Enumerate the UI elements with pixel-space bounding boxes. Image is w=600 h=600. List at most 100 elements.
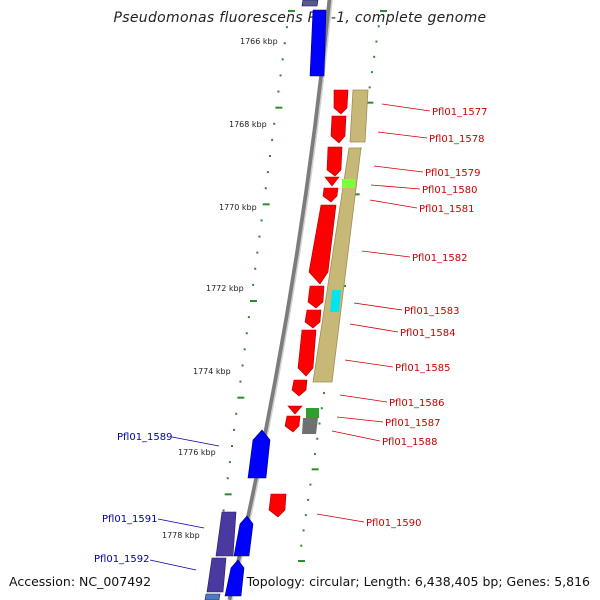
gene-arrow[interactable] (206, 557, 227, 593)
ruler-tick (316, 437, 319, 440)
ruler-tick (260, 219, 263, 222)
ruler-tick (302, 529, 305, 532)
ruler-tick (375, 40, 378, 43)
gene-arrow[interactable] (204, 593, 221, 600)
gene-label[interactable]: Pfl01_1581 (419, 204, 475, 215)
gene-arrow[interactable] (333, 89, 349, 115)
ruler-tick (298, 560, 305, 562)
gene-label[interactable]: Pfl01_1588 (382, 437, 438, 448)
gene-arrow[interactable] (224, 559, 245, 597)
ruler-tick (377, 25, 380, 28)
right-leaders (316, 103, 431, 523)
ruler-tick (258, 235, 261, 238)
gene-label[interactable]: Pfl01_1579 (425, 168, 481, 179)
gene-label[interactable]: Pfl01_1584 (400, 328, 456, 339)
ruler-tick (226, 477, 229, 480)
gene-arrow[interactable] (322, 187, 339, 203)
ruler-tick (245, 332, 248, 335)
ruler-tick (228, 461, 231, 464)
gene-label[interactable]: Pfl01_1587 (385, 418, 441, 429)
gene-arrow[interactable] (326, 146, 343, 177)
ruler-tick (285, 26, 288, 29)
ruler-tick (250, 300, 257, 302)
ruler-tick (307, 498, 310, 501)
ruler-tick (370, 71, 373, 74)
ruler-tick (262, 203, 270, 206)
scale-label: 1768 kbp (229, 120, 267, 129)
feature-cyan (330, 290, 341, 312)
ruler-tick (233, 428, 236, 431)
ruler-tick (277, 90, 280, 93)
ruler-tick (283, 42, 286, 45)
ruler-tick (309, 483, 312, 486)
gene-label[interactable]: Pfl01_1582 (412, 253, 468, 264)
gene-arrow[interactable] (304, 309, 322, 329)
ruler-tick (247, 316, 250, 319)
gene-label[interactable]: Pfl01_1589 (117, 432, 173, 443)
ruler-tick (281, 58, 284, 61)
right-gene-labels: Pfl01_1577 Pfl01_1578 Pfl01_1579 Pfl01_1… (366, 107, 488, 529)
feature-grey (302, 418, 318, 434)
ruler-tick (318, 422, 321, 425)
reverse-genes (204, 0, 327, 600)
ruler-tick (264, 187, 267, 190)
ruler-tick (222, 509, 225, 512)
ruler-tick (241, 364, 244, 367)
gene-arrow[interactable] (284, 415, 301, 433)
ruler-tick (323, 391, 326, 394)
ruler-tick (224, 493, 232, 496)
ruler-tick (235, 412, 238, 415)
ruler-tick (373, 55, 376, 58)
ruler-tick (254, 267, 257, 270)
gene-arrow[interactable] (309, 9, 327, 77)
gene-label[interactable]: Pfl01_1591 (102, 514, 158, 525)
ruler-tick (256, 251, 259, 254)
ruler-tick (252, 283, 255, 286)
gene-arrow[interactable] (330, 115, 347, 144)
ruler-tick (304, 514, 307, 517)
ruler-tick (380, 10, 387, 12)
gene-arrow[interactable] (215, 511, 237, 557)
gene-label[interactable]: Pfl01_1586 (389, 398, 445, 409)
scale-label: 1776 kbp (178, 448, 216, 457)
forward-genes (268, 89, 349, 518)
ruler-tick (273, 122, 276, 125)
scale-label: 1774 kbp (193, 367, 231, 376)
ruler-tick (300, 544, 303, 547)
gene-arrow[interactable] (301, 0, 319, 7)
gene-arrow[interactable] (307, 285, 325, 309)
scale-label: 1772 kbp (206, 284, 244, 293)
gene-arrow[interactable] (268, 493, 287, 518)
ruler-tick (269, 155, 271, 157)
gene-arrow[interactable] (233, 515, 254, 557)
ruler-tick (352, 193, 360, 196)
ruler-tick (275, 106, 283, 109)
scale-label: 1766 kbp (240, 37, 278, 46)
gene-label[interactable]: Pfl01_1590 (366, 518, 422, 529)
feature-dark-green (306, 408, 319, 418)
ruler-tick (266, 171, 269, 174)
ruler-tick (288, 10, 295, 12)
left-gene-labels: Pfl01_1589 Pfl01_1591 Pfl01_1592 (94, 432, 173, 565)
ruler-tick (311, 468, 319, 471)
gene-label[interactable]: Pfl01_1592 (94, 554, 150, 565)
scale-label: 1770 kbp (219, 203, 257, 212)
operon-band (302, 89, 369, 434)
ruler-tick (368, 86, 371, 89)
gene-label[interactable]: Pfl01_1577 (432, 107, 488, 118)
map-title: Pseudomonas fluorescens Pf0-1, complete … (113, 10, 487, 26)
gene-arrow[interactable] (287, 405, 303, 415)
gene-label[interactable]: Pfl01_1583 (404, 306, 460, 317)
gene-arrow[interactable] (291, 379, 308, 397)
gene-arrow[interactable] (297, 329, 317, 377)
gene-label[interactable]: Pfl01_1585 (395, 363, 451, 374)
gene-arrow[interactable] (324, 176, 340, 187)
ruler-tick (239, 380, 242, 383)
gene-arrow[interactable] (247, 429, 271, 479)
feature-green (342, 179, 355, 188)
gene-label[interactable]: Pfl01_1580 (422, 185, 478, 196)
gene-label[interactable]: Pfl01_1578 (429, 134, 485, 145)
scale-labels: 1766 kbp 1768 kbp 1770 kbp 1772 kbp 1774… (162, 37, 278, 540)
gene-arrow[interactable] (308, 204, 337, 285)
